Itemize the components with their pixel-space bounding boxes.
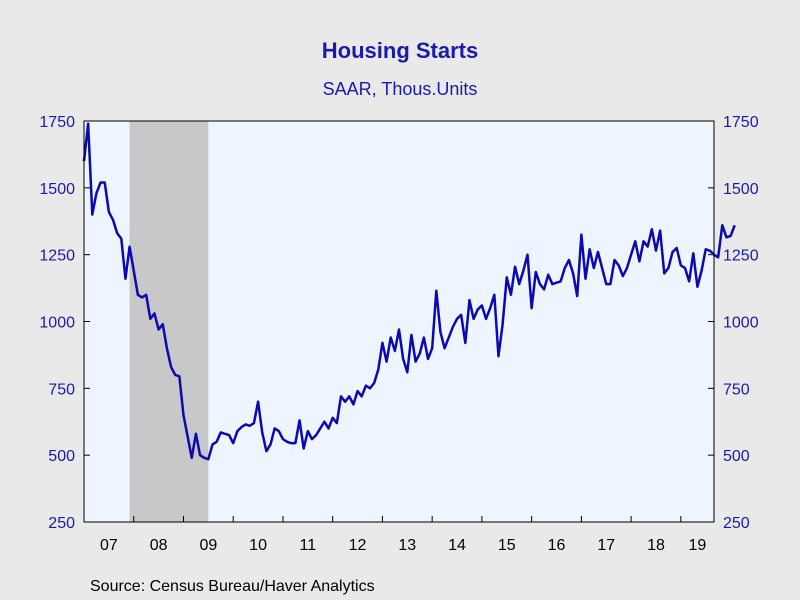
y-tick-label-right: 1500 [723,181,759,198]
series-line [82,122,736,461]
x-tick-label: 15 [498,537,516,554]
y-tick-label-left: 1500 [39,181,75,198]
x-axis-labels: 07 08 09 10 11 12 13 14 15 16 17 18 19 [100,537,706,554]
chart-subtitle: SAAR, Thous.Units [322,79,478,99]
y-tick-label-right: 250 [723,515,750,532]
y-tick-label-right: 750 [723,381,750,398]
y-axis-right-labels: 250 500 750 1000 1250 1500 1750 [723,114,759,532]
plot-frame [83,120,715,523]
y-tick-label-left: 750 [48,381,75,398]
y-tick-label-right: 1250 [723,248,759,265]
y-tick-label-left: 1000 [39,315,75,332]
recession-shading [129,121,209,522]
y-axis-left-labels: 250 500 750 1000 1250 1500 1750 [39,114,75,532]
x-tick-label: 18 [647,537,665,554]
x-tick-label: 14 [448,537,466,554]
x-tick-marks [83,516,682,522]
x-tick-label: 16 [548,537,566,554]
y-tick-label-left: 1250 [39,248,75,265]
y-tick-label-right: 500 [723,448,750,465]
x-tick-label: 19 [689,537,707,554]
y-tick-label-left: 1750 [39,114,75,131]
x-tick-label: 09 [199,537,217,554]
x-tick-label: 10 [249,537,267,554]
x-tick-label: 07 [100,537,118,554]
x-tick-label: 17 [597,537,615,554]
x-tick-label: 13 [398,537,416,554]
x-tick-label: 11 [300,537,317,554]
y-tick-label-right: 1000 [723,315,759,332]
x-tick-label: 12 [349,537,367,554]
x-tick-label: 08 [150,537,168,554]
y-tick-label-left: 250 [48,515,75,532]
chart-title: Housing Starts [321,38,479,63]
y-tick-label-left: 500 [48,448,75,465]
y-tick-label-right: 1750 [723,114,759,131]
source-note: Source: Census Bureau/Haver Analytics [90,578,375,595]
